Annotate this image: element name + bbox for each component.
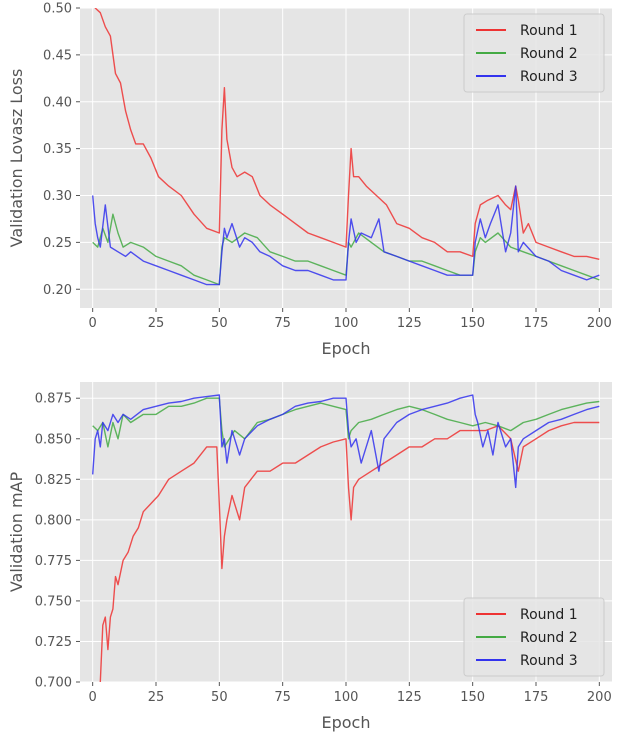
y-tick-label: 0.875 (35, 392, 72, 407)
y-tick-label: 0.775 (35, 554, 72, 569)
legend-box (463, 13, 605, 93)
x-tick-label: 50 (211, 316, 228, 331)
legend-label: Round 1 (520, 23, 578, 39)
legend: Round 1 Round 2 Round 3 (463, 597, 605, 677)
series-line-round-1 (94, 8, 600, 260)
legend-label: Round 2 (520, 630, 578, 646)
legend-label: Round 3 (520, 69, 578, 85)
map-chart: 0 25 50 75 100 125 150 175 200 0.7000.7250.7500.… (7, 382, 612, 732)
x-tick-label: 200 (587, 316, 612, 331)
x-tick-label: 75 (274, 690, 291, 705)
y-tick-labels: 0.20 0.25 0.30 0.35 0.40 0.45 0.50 (43, 2, 80, 298)
series-lines (92, 8, 600, 286)
x-tick-label: 175 (524, 316, 549, 331)
x-tick-label: 75 (274, 316, 291, 331)
y-tick-label: 0.700 (35, 676, 72, 691)
series-line-round-3 (92, 394, 600, 489)
y-tick-label: 0.30 (43, 189, 72, 204)
y-tick-label: 0.750 (35, 594, 72, 609)
x-tick-labels: 0 25 50 75 100 125 150 175 200 (89, 308, 612, 331)
y-axis-label: Validation Lovasz Loss (7, 69, 26, 248)
series-lines (92, 394, 600, 682)
y-axis-label: Validation mAP (7, 472, 26, 593)
legend-box (463, 597, 605, 677)
y-tick-label: 0.800 (35, 513, 72, 528)
x-tick-label: 100 (334, 316, 359, 331)
series-line-round-2 (92, 213, 600, 286)
x-tick-label: 25 (148, 316, 165, 331)
x-axis-label: Epoch (322, 713, 371, 732)
x-tick-label: 100 (334, 690, 359, 705)
y-tick-label: 0.850 (35, 432, 72, 447)
y-tick-label: 0.40 (43, 95, 72, 110)
x-tick-label: 25 (148, 690, 165, 705)
y-tick-label: 0.50 (43, 2, 72, 17)
loss-chart: 0 25 50 75 100 125 150 175 200 0.200.250.300.350… (7, 2, 612, 358)
y-tick-labels: 0.700 0.725 0.750 0.775 0.800 0.825 0.850 0.875 (35, 392, 80, 691)
legend-label: Round 1 (520, 607, 578, 623)
x-tick-label: 200 (587, 690, 612, 705)
x-axis-label: Epoch (322, 339, 371, 358)
x-tick-label: 125 (397, 316, 422, 331)
x-tick-label: 0 (89, 690, 97, 705)
series-line-round-3 (92, 185, 600, 286)
x-tick-label: 175 (524, 690, 549, 705)
y-tick-label: 0.825 (35, 473, 72, 488)
legend-label: Round 3 (520, 653, 578, 669)
series-line-round-1 (99, 421, 600, 682)
y-tick-label: 0.25 (43, 236, 72, 251)
y-tick-label: 0.725 (35, 635, 72, 650)
x-tick-label: 125 (397, 690, 422, 705)
x-tick-label: 50 (211, 690, 228, 705)
x-tick-label: 150 (460, 690, 485, 705)
x-tick-label: 150 (460, 316, 485, 331)
x-tick-label: 0 (89, 316, 97, 331)
y-tick-label: 0.45 (43, 48, 72, 63)
legend: Round 1 Round 2 Round 3 (463, 13, 605, 93)
x-tick-labels: 0 25 50 75 100 125 150 175 200 (89, 682, 612, 705)
legend-label: Round 2 (520, 46, 578, 62)
y-tick-label: 0.35 (43, 142, 72, 157)
series-line-round-2 (92, 397, 600, 448)
y-tick-label: 0.20 (43, 283, 72, 298)
